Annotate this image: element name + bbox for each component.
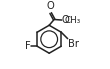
Text: CH₃: CH₃ bbox=[64, 16, 81, 25]
Text: O: O bbox=[62, 15, 70, 25]
Text: Br: Br bbox=[68, 39, 79, 49]
Text: F: F bbox=[25, 41, 31, 51]
Text: O: O bbox=[47, 1, 55, 11]
